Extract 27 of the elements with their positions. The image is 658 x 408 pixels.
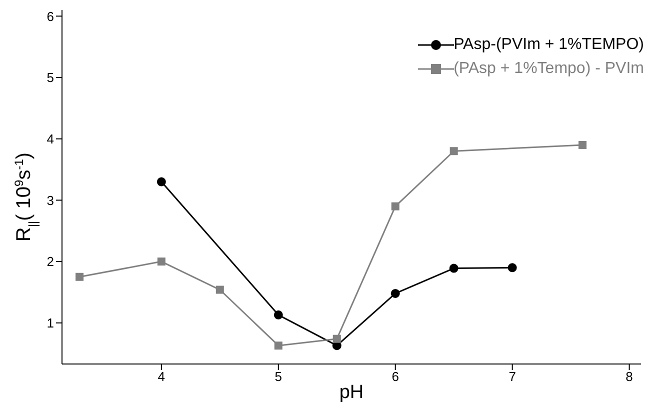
legend-label: (PAsp + 1%Tempo) - PVIm	[454, 60, 644, 78]
point	[157, 258, 166, 266]
y-tick-label: 5	[46, 70, 54, 86]
x-tick-label: 7	[508, 369, 516, 384]
x-tick-label: 6	[392, 369, 399, 384]
y-tick-label: 3	[46, 192, 54, 208]
point	[449, 264, 458, 273]
point	[391, 202, 400, 210]
x-tick-label: 8	[626, 369, 633, 384]
point	[156, 177, 166, 186]
point	[274, 342, 282, 350]
point	[578, 140, 587, 149]
y-tick-label: 4	[46, 131, 54, 146]
y-tick-label: 6	[46, 8, 54, 24]
point	[450, 147, 458, 156]
point	[390, 288, 400, 298]
x-axis-title: pH	[339, 382, 364, 403]
point	[332, 334, 341, 343]
point	[216, 286, 224, 294]
point	[76, 272, 84, 281]
legend-label: PAsp-(PVIm + 1%TEMPO)	[454, 36, 644, 54]
x-tick-label: 5	[274, 369, 282, 384]
x-tick-label: 4	[158, 369, 166, 384]
point	[274, 310, 283, 320]
point	[508, 263, 517, 272]
y-tick-label: 2	[46, 254, 54, 270]
y-tick-label: 1	[46, 316, 54, 331]
